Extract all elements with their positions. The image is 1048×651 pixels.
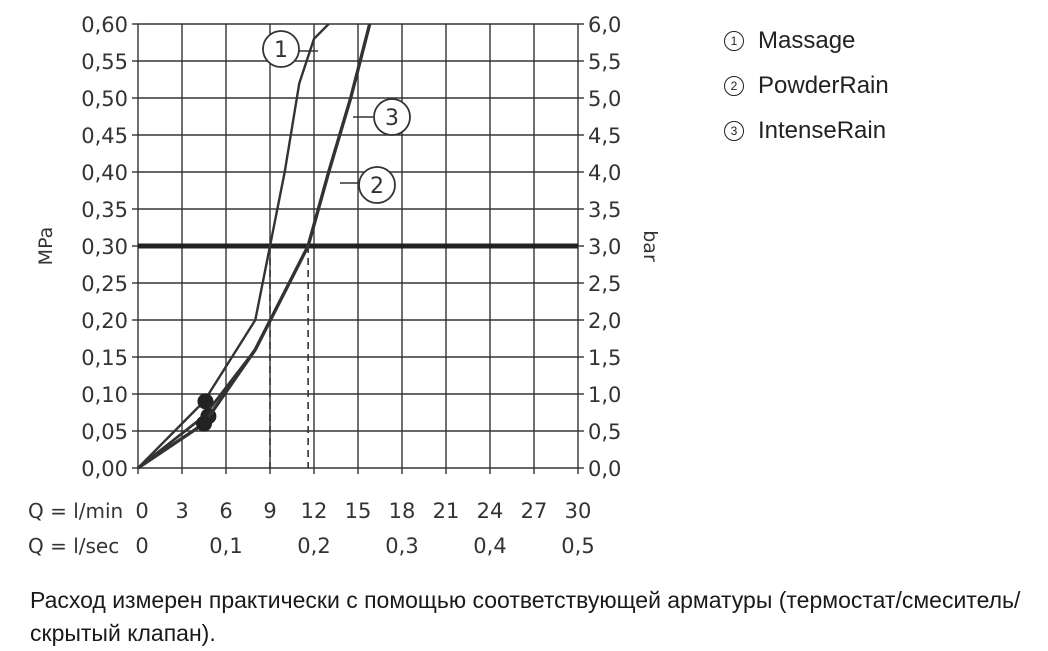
y-tick-label-right: 3,5 [588,198,621,222]
x-tick-label: 0 [135,534,148,558]
legend-number-1: 1 [724,30,744,51]
x-axis-row-prefix: Q = l/min [28,499,123,523]
y-tick-label-left: 0,25 [81,272,128,296]
legend-number-3: 3 [724,120,744,141]
y-tick-label-left: 0,10 [81,383,128,407]
legend-label-1: Massage [758,26,856,54]
flow-pressure-chart: 0,000,050,100,150,200,250,300,350,400,45… [28,13,661,558]
x-tick-label: 30 [565,499,592,523]
y-tick-label-right: 2,0 [588,309,621,333]
y-tick-label-left: 0,60 [81,13,128,37]
callout-circle-1 [262,30,300,68]
x-tick-label: 0,4 [473,534,506,558]
y-tick-label-left: 0,55 [81,50,128,74]
series-point-3 [196,415,212,432]
y-tick-label-right: 1,5 [588,346,621,370]
y-tick-label-right: 6,0 [588,13,621,37]
y-tick-label-left: 0,30 [81,235,128,259]
x-tick-label: 24 [477,499,504,523]
x-tick-label: 6 [219,499,232,523]
y-tick-label-left: 0,00 [81,457,128,481]
legend-label-2: PowderRain [758,71,889,99]
x-tick-label: 0,2 [297,534,330,558]
y-tick-label-left: 0,40 [81,161,128,185]
callout-circle-2 [358,166,396,204]
x-tick-label: 0,5 [561,534,594,558]
y-tick-label-left: 0,50 [81,87,128,111]
y-tick-label-right: 5,0 [588,87,621,111]
y-tick-label-right: 2,5 [588,272,621,296]
legend: 1 Massage 2 PowderRain 3 IntenseRain [722,18,889,153]
series-point-1 [197,393,214,410]
callout-label-1: 1 [274,38,288,63]
y-tick-label-right: 0,5 [588,420,621,444]
y-axis-title-left: MPa [35,227,57,266]
x-tick-label: 0 [135,499,148,523]
y-tick-label-right: 5,5 [588,50,621,74]
x-tick-label: 0,3 [385,534,418,558]
y-tick-label-left: 0,05 [81,420,128,444]
callout-label-3: 3 [385,106,399,131]
y-tick-label-right: 4,5 [588,124,621,148]
legend-item-3: 3 IntenseRain [722,108,889,153]
legend-label-3: IntenseRain [758,116,887,144]
series-line-1 [137,23,330,469]
y-tick-label-left: 0,35 [81,198,128,222]
legend-item-1: 1 Massage [722,18,889,63]
x-tick-label: 27 [521,499,548,523]
x-tick-label: 21 [433,499,460,523]
x-tick-label: 9 [263,499,276,523]
legend-item-2: 2 PowderRain [722,63,889,108]
y-axis-title-right: bar [639,230,661,262]
x-tick-label: 15 [345,499,372,523]
y-tick-label-left: 0,45 [81,124,128,148]
y-tick-label-right: 3,0 [588,235,621,259]
measurement-note: Расход измерен практически с помощью соо… [30,587,1021,646]
y-tick-label-left: 0,20 [81,309,128,333]
x-tick-label: 12 [301,499,328,523]
x-axis-row-prefix: Q = l/sec [28,534,119,558]
legend-number-2: 2 [724,75,744,96]
callout-circle-3 [373,98,411,136]
y-tick-label-right: 1,0 [588,383,621,407]
x-tick-label: 0,1 [209,534,242,558]
y-tick-label-right: 0,0 [588,457,621,481]
x-tick-label: 18 [389,499,416,523]
y-tick-label-right: 4,0 [588,161,621,185]
callout-label-2: 2 [370,174,384,199]
x-tick-label: 3 [175,499,188,523]
y-tick-label-left: 0,15 [81,346,128,370]
